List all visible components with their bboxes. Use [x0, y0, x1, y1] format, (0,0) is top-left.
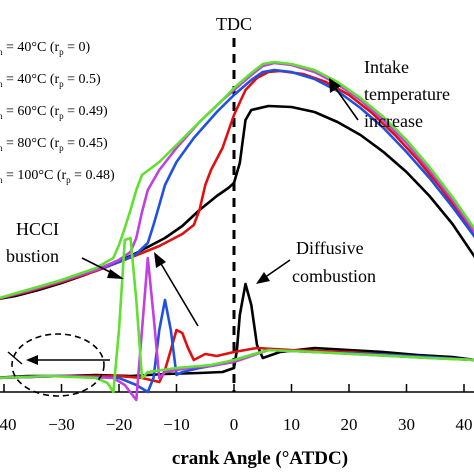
annotation-intake-line3: increase	[364, 111, 423, 131]
annotation-intake-line1: Intake	[364, 57, 409, 77]
x-ticks: 40 −30 −20 −10 0 10 20 30 40	[0, 384, 473, 434]
legend-prefix-sub: n	[0, 143, 3, 153]
hcci-arrowhead	[107, 269, 124, 279]
baseline-arrowhead	[26, 355, 38, 365]
annotation-diffusive-line1: Diffusive	[296, 238, 364, 258]
shift-arrow-line	[159, 261, 199, 327]
annotation-hcci: HCCI bustion	[6, 219, 124, 279]
series-2-pressure-line	[0, 68, 474, 300]
tdc-label: TDC	[216, 14, 252, 34]
x-tick-label: −20	[106, 415, 133, 434]
intake-arrowhead	[329, 78, 341, 93]
legend-prefix-sub: n	[0, 111, 3, 121]
annotation-intake-line2: temperature	[364, 84, 450, 104]
legend-suffix: = 0.48)	[71, 168, 115, 183]
legend-entry-3: n = 80°C (rp = 0.45)	[0, 136, 108, 153]
shift-arrowhead	[154, 252, 166, 268]
legend-sub-p: p	[59, 79, 64, 89]
shift-arrow	[154, 252, 199, 327]
diffusive-arrowhead	[256, 272, 270, 284]
legend-suffix: = 0)	[64, 40, 91, 55]
legend-main-text: = 80°C (r	[3, 136, 60, 151]
legend-suffix: = 0.45)	[64, 136, 108, 151]
legend-main-text: = 40°C (r	[3, 40, 60, 55]
legend-main-text: = 40°C (r	[3, 72, 60, 87]
diffusive-arrow	[263, 259, 291, 279]
hcci-arrow	[81, 257, 115, 275]
series-4-pressure-line	[0, 60, 474, 300]
intake-arrow	[333, 85, 359, 121]
legend-sub-p: p	[59, 47, 64, 57]
legend-prefix-sub: n	[0, 175, 3, 185]
x-tick-label: 0	[230, 415, 239, 434]
legend-sub-p: p	[66, 175, 71, 185]
x-tick-label: 30	[398, 415, 415, 434]
x-tick-label: −30	[48, 415, 75, 434]
x-tick-label: 40	[0, 415, 17, 434]
x-axis-label: crank Angle (°ATDC)	[172, 448, 348, 469]
legend-suffix: = 0.5)	[64, 72, 101, 87]
annotation-intake: Intake temperature increase	[329, 57, 450, 131]
legend-main-text: = 100°C (r	[3, 168, 67, 183]
x-tick-label: 40	[456, 415, 473, 434]
annotation-hcci-line1: HCCI	[16, 219, 59, 239]
series-0-hrr-line	[0, 282, 474, 379]
x-tick-label: 10	[283, 415, 300, 434]
series-layer	[0, 60, 474, 402]
legend-sub-p: p	[59, 143, 64, 153]
legend-suffix: = 0.49)	[64, 104, 108, 119]
legend-entry-1: n = 40°C (rp = 0.5)	[0, 72, 101, 89]
series-4-hrr-line	[0, 236, 474, 394]
legend-sub-p: p	[59, 111, 64, 121]
annotation-hcci-line2: bustion	[6, 246, 59, 266]
annotation-diffusive-line2: combustion	[292, 266, 376, 286]
x-tick-label: −10	[163, 415, 190, 434]
legend-entry-4: n = 100°C (rp = 0.48)	[0, 168, 115, 185]
x-tick-label: 20	[341, 415, 358, 434]
legend-prefix-sub: n	[0, 79, 3, 89]
legend-prefix-sub: n	[0, 47, 3, 57]
legend-entry-0: n = 40°C (rp = 0)	[0, 40, 91, 57]
legend-entry-2: n = 60°C (rp = 0.49)	[0, 104, 108, 121]
legend-main-text: = 60°C (r	[3, 104, 60, 119]
baseline-arrow2-line	[7, 351, 23, 365]
annotation-diffusive: Diffusive combustion	[256, 238, 376, 286]
legend: n = 40°C (rp = 0)n = 40°C (rp = 0.5)n = …	[0, 40, 115, 185]
early-region-ellipse	[11, 333, 105, 397]
